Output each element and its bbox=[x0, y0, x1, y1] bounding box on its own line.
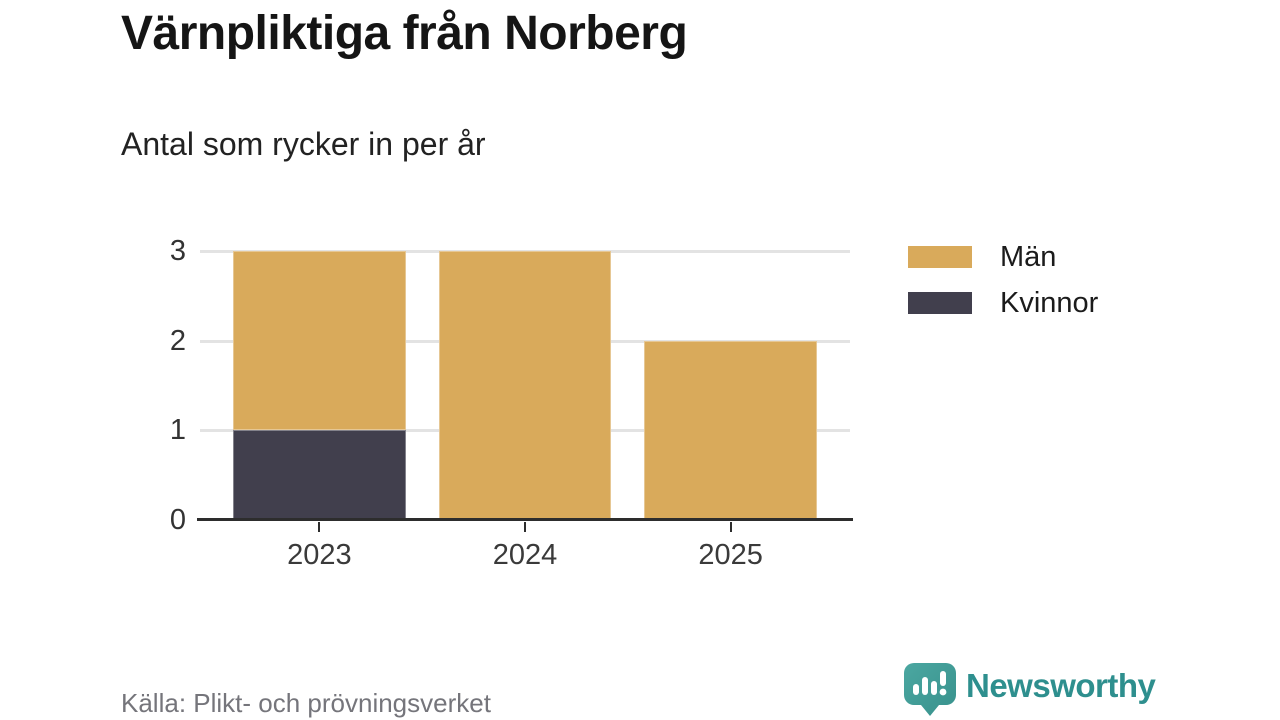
mini-bar-icon bbox=[922, 677, 928, 695]
exclamation-dot-icon bbox=[939, 688, 947, 696]
speech-bubble-shape bbox=[904, 663, 956, 716]
newsworthy-logo-icon bbox=[904, 663, 956, 716]
x-tick-label: 2024 bbox=[492, 539, 558, 571]
legend-label: Män bbox=[1000, 241, 1057, 273]
mini-bar-icon bbox=[913, 684, 919, 695]
x-axis-tick bbox=[524, 522, 526, 532]
y-tick-label: 3 bbox=[169, 235, 186, 267]
y-tick-label: 1 bbox=[169, 414, 186, 447]
x-tick-label: 2023 bbox=[287, 539, 352, 571]
bar-segment bbox=[233, 251, 406, 431]
newsworthy-wordmark: Newsworthy bbox=[966, 667, 1156, 704]
bar-segment bbox=[644, 340, 817, 520]
legend-swatch bbox=[908, 246, 972, 268]
chart-title: Värnpliktiga från Norberg bbox=[121, 7, 688, 60]
chart-subtitle: Antal som rycker in per år bbox=[121, 126, 486, 162]
source-note: Källa: Plikt- och prövningsverket bbox=[121, 688, 491, 718]
newsworthy-logo: Newsworthy bbox=[904, 663, 1156, 717]
plot-area: 2023 2024 2025 bbox=[197, 250, 853, 571]
x-axis-tick bbox=[318, 522, 321, 532]
legend-item: Män bbox=[908, 241, 1098, 273]
x-tick-label: 2025 bbox=[698, 539, 763, 571]
legend-swatch bbox=[908, 292, 972, 314]
mini-bar-icon bbox=[931, 681, 937, 695]
y-tick-label: 2 bbox=[169, 324, 186, 357]
legend-item: Kvinnor bbox=[908, 287, 1099, 319]
bar-segment bbox=[438, 251, 612, 520]
exclamation-bar-icon bbox=[940, 671, 946, 686]
x-axis-tick bbox=[729, 522, 732, 532]
chart-legend: Män Kvinnor bbox=[908, 241, 1099, 319]
legend-label: Kvinnor bbox=[1000, 287, 1099, 319]
y-tick-label: 0 bbox=[169, 504, 186, 536]
x-axis-line bbox=[197, 518, 853, 521]
bar-segment bbox=[233, 430, 406, 520]
